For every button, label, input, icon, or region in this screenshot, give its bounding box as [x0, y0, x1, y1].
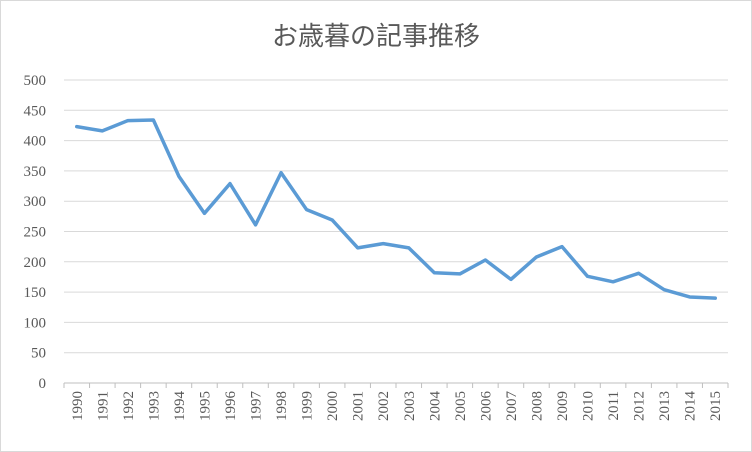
data-point: [483, 258, 487, 262]
x-tick-label: 2008: [529, 391, 545, 421]
series-line: [75, 118, 717, 300]
x-tick-label: 2007: [504, 391, 520, 422]
x-tick-label: 2000: [325, 391, 341, 421]
x-tick-label: 2001: [351, 391, 367, 421]
y-tick-label: 150: [24, 285, 47, 301]
x-tick-label: 1992: [121, 391, 137, 421]
data-point: [126, 119, 130, 123]
data-point: [100, 129, 104, 133]
y-tick-label: 100: [24, 315, 47, 331]
x-tick-label: 1990: [70, 391, 86, 421]
x-tick-label: 1994: [172, 391, 188, 422]
data-point: [688, 295, 692, 299]
x-tick-label: 2003: [402, 391, 418, 421]
data-point: [611, 280, 615, 284]
x-tick-label: 2002: [376, 391, 392, 421]
y-tick-label: 350: [24, 164, 47, 180]
data-point: [356, 246, 360, 250]
x-tick-label: 2006: [478, 391, 494, 422]
data-point: [75, 125, 79, 129]
data-point: [407, 246, 411, 250]
x-tick-label: 2010: [581, 391, 597, 421]
data-point: [534, 255, 538, 259]
data-point: [202, 211, 206, 215]
data-point: [560, 245, 564, 249]
data-point: [713, 296, 717, 300]
gridlines: [64, 79, 728, 384]
x-tick-label: 1995: [197, 391, 213, 421]
y-tick-label: 300: [24, 194, 47, 210]
data-point: [432, 271, 436, 275]
data-point: [381, 242, 385, 246]
data-point: [151, 118, 155, 122]
data-point: [254, 223, 258, 227]
x-tick-label: 2014: [683, 391, 699, 422]
data-point: [637, 271, 641, 275]
y-tick-label: 450: [24, 103, 47, 119]
data-point: [509, 277, 513, 281]
x-axis-tick-labels: 1990 1991 1992 1993 1994 1995 1996 1997 1998 1999…: [63, 383, 729, 422]
y-tick-label: 200: [24, 255, 47, 271]
x-tick-label: 1997: [249, 391, 265, 422]
x-tick-label: 2012: [632, 391, 648, 421]
y-tick-label: 50: [31, 346, 46, 362]
x-tick-label: 1996: [223, 391, 239, 422]
x-tick-label: 2013: [657, 391, 673, 421]
x-tick-label: 1998: [274, 391, 290, 421]
chart-title: お歳暮の記事推移: [271, 22, 480, 51]
y-tick-label: 250: [24, 225, 47, 241]
data-point: [586, 274, 590, 278]
x-tick-label: 2005: [453, 391, 469, 421]
x-tick-label: 2015: [708, 391, 724, 421]
data-point: [330, 218, 334, 222]
x-tick-label: 2011: [606, 391, 622, 420]
y-tick-label: 400: [24, 134, 47, 150]
y-tick-label: 0: [39, 376, 47, 392]
data-point: [305, 208, 309, 212]
x-tick-label: 1999: [300, 391, 316, 421]
data-point: [228, 182, 232, 186]
y-axis-tick-labels: 0 50 100 150 200 250 300 350 400 450 500: [24, 73, 47, 392]
data-point: [177, 174, 181, 178]
x-tick-label: 2009: [555, 391, 571, 421]
x-tick-label: 1993: [146, 391, 162, 421]
x-tick-label: 1991: [95, 391, 111, 421]
data-point: [662, 288, 666, 292]
series-group: [75, 118, 717, 300]
y-tick-label: 500: [24, 73, 47, 89]
data-point: [279, 171, 283, 175]
data-point: [458, 272, 462, 276]
x-tick-label: 2004: [427, 391, 443, 422]
